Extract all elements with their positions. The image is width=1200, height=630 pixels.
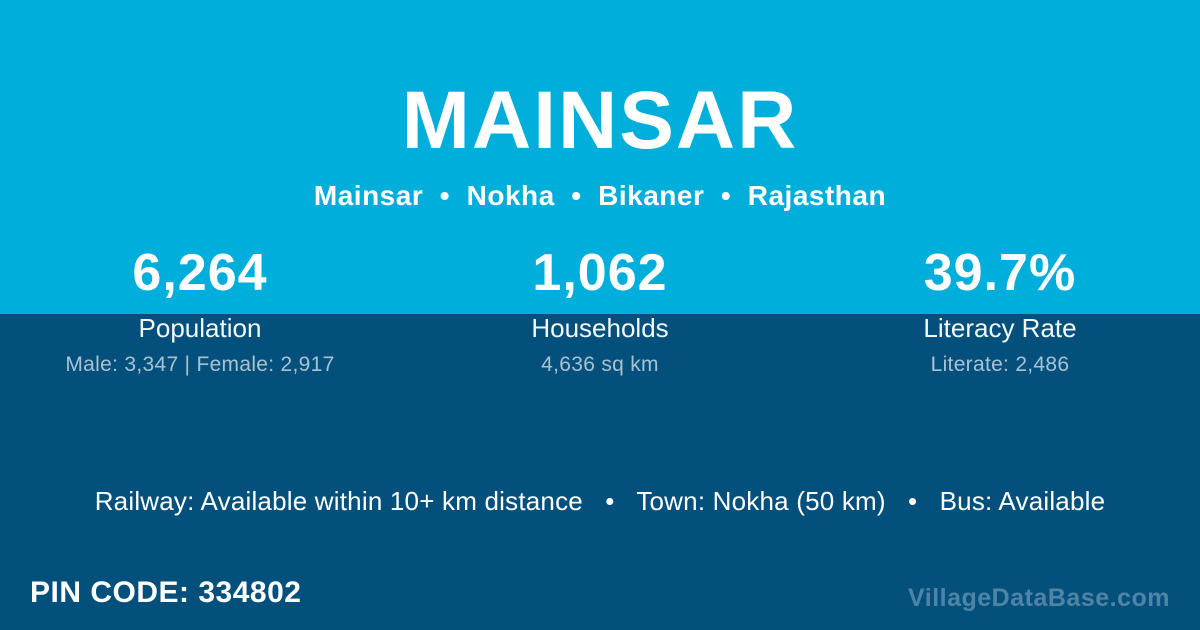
breadcrumb: Mainsar • Nokha • Bikaner • Rajasthan (313, 180, 887, 211)
households-detail: 4,636 sq km (541, 353, 659, 376)
header-band (0, 0, 1200, 314)
households-label: Households (531, 313, 669, 343)
site-watermark: VillageDataBase.com (908, 584, 1170, 612)
transport-info: Railway: Available within 10+ km distanc… (94, 486, 1106, 516)
population-detail: Male: 3,347 | Female: 2,917 (65, 353, 335, 376)
literacy-label: Literacy Rate (923, 313, 1077, 343)
village-title: MAINSAR (401, 75, 799, 166)
pin-code: PIN CODE: 334802 (30, 576, 302, 609)
literacy-detail: Literate: 2,486 (930, 353, 1070, 376)
population-label: Population (138, 313, 262, 343)
